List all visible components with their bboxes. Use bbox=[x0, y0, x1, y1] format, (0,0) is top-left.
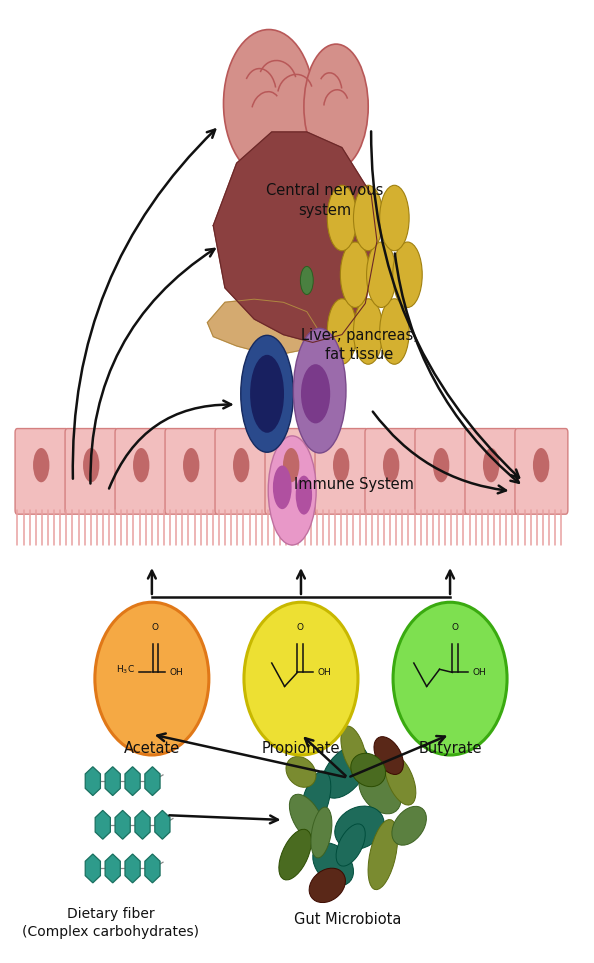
Text: Immune System: Immune System bbox=[293, 477, 413, 492]
Ellipse shape bbox=[250, 354, 284, 432]
Ellipse shape bbox=[233, 448, 249, 482]
Text: $\mathsf{H_3C}$: $\mathsf{H_3C}$ bbox=[116, 664, 135, 675]
Ellipse shape bbox=[351, 753, 386, 787]
FancyBboxPatch shape bbox=[415, 429, 468, 514]
Ellipse shape bbox=[374, 737, 403, 774]
Ellipse shape bbox=[95, 602, 209, 755]
FancyBboxPatch shape bbox=[515, 429, 568, 514]
Ellipse shape bbox=[301, 364, 330, 424]
Text: Dietary fiber
(Complex carbohydrates): Dietary fiber (Complex carbohydrates) bbox=[23, 907, 200, 939]
Ellipse shape bbox=[310, 132, 333, 191]
Ellipse shape bbox=[283, 448, 299, 482]
Ellipse shape bbox=[273, 465, 292, 509]
Polygon shape bbox=[213, 132, 377, 343]
Ellipse shape bbox=[327, 185, 357, 250]
FancyBboxPatch shape bbox=[115, 429, 168, 514]
Ellipse shape bbox=[83, 448, 99, 482]
Ellipse shape bbox=[293, 328, 346, 453]
Text: Liver, pancreas,
fat tissue: Liver, pancreas, fat tissue bbox=[301, 327, 418, 362]
Ellipse shape bbox=[321, 745, 368, 798]
Ellipse shape bbox=[393, 602, 507, 755]
FancyBboxPatch shape bbox=[265, 429, 318, 514]
Ellipse shape bbox=[296, 476, 312, 514]
FancyBboxPatch shape bbox=[15, 429, 68, 514]
Ellipse shape bbox=[313, 843, 353, 886]
Text: OH: OH bbox=[317, 668, 331, 677]
Ellipse shape bbox=[333, 448, 349, 482]
Text: Gut Microbiota: Gut Microbiota bbox=[294, 912, 402, 927]
FancyBboxPatch shape bbox=[215, 429, 268, 514]
Ellipse shape bbox=[336, 824, 365, 866]
Ellipse shape bbox=[353, 185, 383, 250]
FancyBboxPatch shape bbox=[165, 429, 218, 514]
Ellipse shape bbox=[327, 299, 357, 364]
Ellipse shape bbox=[301, 771, 331, 830]
Ellipse shape bbox=[301, 267, 313, 295]
Ellipse shape bbox=[309, 869, 346, 902]
Text: Central nervous
system: Central nervous system bbox=[266, 183, 383, 219]
Ellipse shape bbox=[244, 602, 358, 755]
FancyBboxPatch shape bbox=[315, 429, 368, 514]
Ellipse shape bbox=[368, 820, 397, 890]
Ellipse shape bbox=[366, 242, 396, 307]
Text: O: O bbox=[152, 623, 159, 632]
Ellipse shape bbox=[268, 436, 316, 545]
Ellipse shape bbox=[279, 829, 311, 880]
Ellipse shape bbox=[286, 757, 316, 788]
Ellipse shape bbox=[359, 768, 401, 814]
Ellipse shape bbox=[241, 335, 293, 453]
Ellipse shape bbox=[341, 726, 366, 775]
Text: OH: OH bbox=[472, 668, 486, 677]
Text: O: O bbox=[297, 623, 304, 632]
Ellipse shape bbox=[393, 242, 422, 307]
FancyBboxPatch shape bbox=[65, 429, 118, 514]
Ellipse shape bbox=[33, 448, 49, 482]
Ellipse shape bbox=[340, 242, 370, 307]
Ellipse shape bbox=[183, 448, 200, 482]
Text: Propionate: Propionate bbox=[262, 742, 340, 756]
Text: O: O bbox=[452, 623, 459, 632]
Ellipse shape bbox=[311, 807, 332, 858]
Ellipse shape bbox=[433, 448, 449, 482]
Ellipse shape bbox=[380, 299, 409, 364]
Ellipse shape bbox=[483, 448, 500, 482]
Ellipse shape bbox=[385, 754, 416, 805]
Ellipse shape bbox=[383, 448, 399, 482]
Text: Butyrate: Butyrate bbox=[418, 742, 482, 756]
Ellipse shape bbox=[380, 185, 409, 250]
Ellipse shape bbox=[335, 806, 384, 849]
Ellipse shape bbox=[353, 299, 383, 364]
Polygon shape bbox=[207, 299, 318, 353]
Ellipse shape bbox=[304, 44, 368, 169]
Ellipse shape bbox=[392, 806, 426, 846]
Text: OH: OH bbox=[169, 668, 183, 677]
Ellipse shape bbox=[533, 448, 549, 482]
FancyBboxPatch shape bbox=[365, 429, 418, 514]
Ellipse shape bbox=[223, 30, 314, 177]
FancyBboxPatch shape bbox=[465, 429, 518, 514]
Text: Acetate: Acetate bbox=[124, 742, 180, 756]
Ellipse shape bbox=[133, 448, 150, 482]
Ellipse shape bbox=[289, 794, 324, 842]
